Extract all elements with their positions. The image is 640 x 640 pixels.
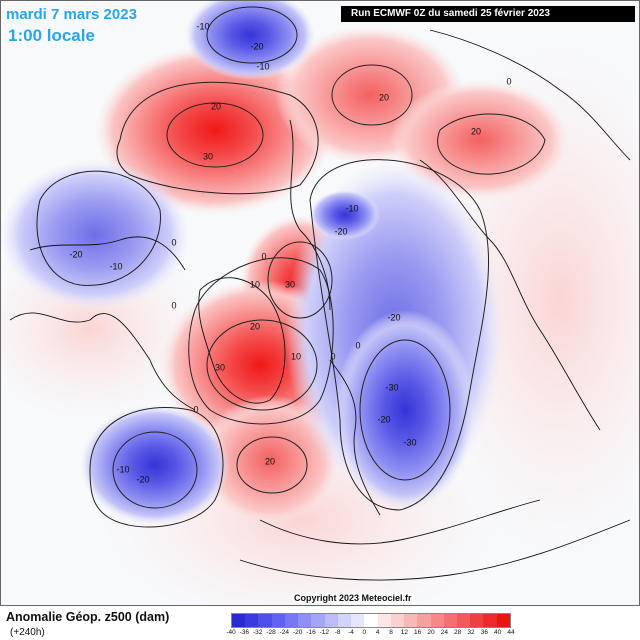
contour-label: 20 bbox=[250, 321, 260, 331]
contour-label: -20 bbox=[69, 249, 82, 259]
color-scale-segment bbox=[284, 614, 299, 627]
contour-label: 0 bbox=[171, 300, 176, 310]
color-scale-label: 40 bbox=[494, 629, 502, 636]
color-scale-segment bbox=[456, 614, 471, 627]
color-scale-segment bbox=[337, 614, 352, 627]
contour-label: -20 bbox=[136, 474, 149, 484]
color-scale-label: -40 bbox=[226, 629, 236, 636]
contour-label: 20 bbox=[379, 92, 389, 102]
color-scale-segment bbox=[404, 614, 418, 627]
contour-lines bbox=[36, 6, 546, 528]
anomaly-negative-pacific bbox=[185, 0, 315, 80]
contour-label: 0 bbox=[193, 404, 198, 414]
color-scale-label: -16 bbox=[306, 629, 316, 636]
field-title: Anomalie Géop. z500 (dam) bbox=[6, 610, 170, 624]
color-scale-label: -8 bbox=[334, 629, 341, 636]
anomaly-negative-scandinavia bbox=[335, 310, 475, 510]
contour-label: 10 bbox=[291, 351, 301, 361]
color-scale-label: 12 bbox=[400, 629, 408, 636]
color-scale-segment bbox=[298, 614, 312, 627]
local-time: 1:00 locale bbox=[8, 26, 95, 45]
coastlines bbox=[9, 29, 631, 581]
color-scale-label: -4 bbox=[348, 629, 354, 636]
color-scale-segment bbox=[443, 614, 457, 627]
contour-label: 20 bbox=[211, 101, 221, 111]
contour-labels: -10 -20 -10 20 30 20 0 20 0 -20 -10 0 30… bbox=[69, 21, 511, 484]
color-scale-segment bbox=[496, 614, 510, 627]
color-scale-label: -32 bbox=[252, 629, 263, 636]
color-scale-label: 28 bbox=[454, 629, 462, 636]
anomaly-positive-alaska bbox=[95, 45, 335, 215]
anomaly-negative-arctic-small bbox=[310, 190, 380, 240]
lead-time: (+240h) bbox=[10, 627, 45, 638]
contour-label: 20 bbox=[471, 126, 481, 136]
color-scale-segment bbox=[311, 614, 325, 627]
color-scale-label: 8 bbox=[389, 629, 393, 636]
color-scale-segment bbox=[364, 614, 378, 627]
contour-label: 30 bbox=[285, 279, 295, 289]
contour-label: -10 bbox=[109, 261, 122, 271]
color-scale-segment bbox=[470, 614, 484, 627]
contour-label: -10 bbox=[196, 21, 209, 31]
color-scale-segment bbox=[417, 614, 431, 627]
contour-label: -30 bbox=[385, 382, 398, 392]
contour-label: -20 bbox=[334, 226, 347, 236]
contour-label: -20 bbox=[250, 41, 263, 51]
contour-label: -10 bbox=[345, 203, 358, 213]
contour-label: 0 bbox=[171, 237, 176, 247]
contour-label: 20 bbox=[265, 456, 275, 466]
color-scale-segment bbox=[351, 614, 365, 627]
color-scale-label: 32 bbox=[467, 629, 475, 636]
color-scale-label: 24 bbox=[440, 629, 448, 636]
contour-label: 30 bbox=[215, 362, 225, 372]
copyright-watermark: Copyright 2023 Meteociel.fr bbox=[292, 593, 414, 603]
color-scale-label: -20 bbox=[292, 629, 303, 636]
color-scale-label: 44 bbox=[507, 629, 515, 636]
color-scale-segment bbox=[232, 614, 246, 627]
run-info: Run ECMWF 0Z du samedi 25 février 2023 bbox=[341, 6, 635, 22]
contour-label: 0 bbox=[330, 351, 335, 361]
color-scale bbox=[231, 613, 511, 628]
color-scale-segment bbox=[430, 614, 444, 627]
color-scale-label: -24 bbox=[279, 629, 290, 636]
map-canvas: -10 -20 -10 20 30 20 0 20 0 -20 -10 0 30… bbox=[0, 0, 640, 606]
color-scale-segment bbox=[377, 614, 391, 627]
color-scale-labels: -40 -36 -32 -28 -24 -20 -16 -12 -8 -4 0 4 8 12 16 20 24 2… bbox=[226, 629, 515, 639]
color-scale-label: 4 bbox=[375, 629, 380, 636]
color-scale-segment bbox=[245, 614, 259, 627]
contour-label: 0 bbox=[506, 76, 511, 86]
color-scale-label: 20 bbox=[427, 629, 435, 636]
anomaly-negative-north-america bbox=[0, 160, 190, 310]
anomaly-map: -10 -20 -10 20 30 20 0 20 0 -20 -10 0 30… bbox=[0, 0, 640, 606]
contour-label: 10 bbox=[250, 279, 260, 289]
anomaly-negative-west-atlantic bbox=[80, 405, 230, 525]
contour-label: -30 bbox=[403, 437, 416, 447]
contour-label: -20 bbox=[377, 414, 390, 424]
color-scale-label: -36 bbox=[239, 629, 250, 636]
valid-date: mardi 7 mars 2023 bbox=[6, 6, 137, 23]
color-scale-label: 16 bbox=[414, 629, 422, 636]
color-scale-segment bbox=[483, 614, 497, 627]
contour-label: 0 bbox=[355, 340, 360, 350]
anomaly-positive-central-siberia bbox=[390, 80, 570, 200]
color-scale-segment bbox=[390, 614, 405, 627]
color-scale-label: -12 bbox=[319, 629, 330, 636]
footer: Anomalie Géop. z500 (dam) (+240h) -40 -36… bbox=[0, 606, 640, 640]
color-scale-segment bbox=[258, 614, 272, 627]
color-scale-segment bbox=[324, 614, 338, 627]
contour-label: -10 bbox=[116, 464, 129, 474]
color-scale-label: 0 bbox=[362, 629, 367, 636]
contour-label: 30 bbox=[203, 151, 213, 161]
color-scale-label: -28 bbox=[266, 629, 276, 636]
contour-label: -20 bbox=[387, 312, 400, 322]
color-scale-label: 36 bbox=[480, 629, 488, 636]
contour-label: -10 bbox=[256, 61, 269, 71]
contour-label: 0 bbox=[261, 251, 266, 261]
color-scale-segment bbox=[271, 614, 285, 627]
